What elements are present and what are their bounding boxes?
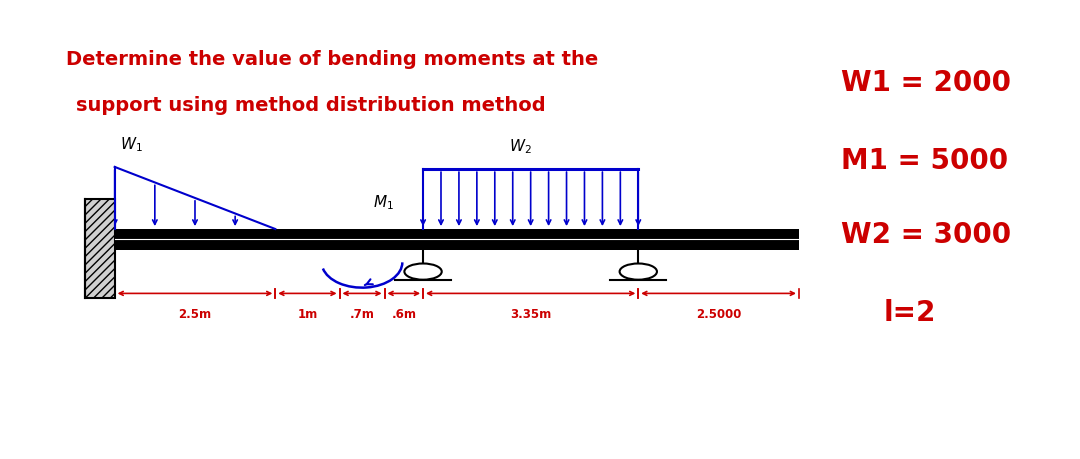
- Text: $W_1$: $W_1$: [120, 135, 143, 154]
- Bar: [114, 230, 799, 250]
- Text: Determine the value of bending moments at the: Determine the value of bending moments a…: [66, 50, 598, 69]
- Text: W2 = 3000: W2 = 3000: [841, 220, 1012, 248]
- Text: $W_2$: $W_2$: [509, 137, 531, 156]
- Text: 2.5m: 2.5m: [178, 308, 212, 320]
- Text: .6m: .6m: [391, 308, 416, 320]
- Circle shape: [620, 264, 657, 280]
- Text: support using method distribution method: support using method distribution method: [76, 96, 545, 115]
- Circle shape: [404, 264, 442, 280]
- Text: 3.35m: 3.35m: [510, 308, 551, 320]
- Text: M1 = 5000: M1 = 5000: [841, 147, 1009, 174]
- Text: $M_1$: $M_1$: [373, 192, 393, 211]
- Text: 1m: 1m: [297, 308, 318, 320]
- Bar: [85, 200, 114, 298]
- Text: .7m: .7m: [350, 308, 375, 320]
- Text: W1 = 2000: W1 = 2000: [841, 69, 1011, 96]
- Text: l=2: l=2: [883, 298, 936, 326]
- Text: 2.5000: 2.5000: [696, 308, 741, 320]
